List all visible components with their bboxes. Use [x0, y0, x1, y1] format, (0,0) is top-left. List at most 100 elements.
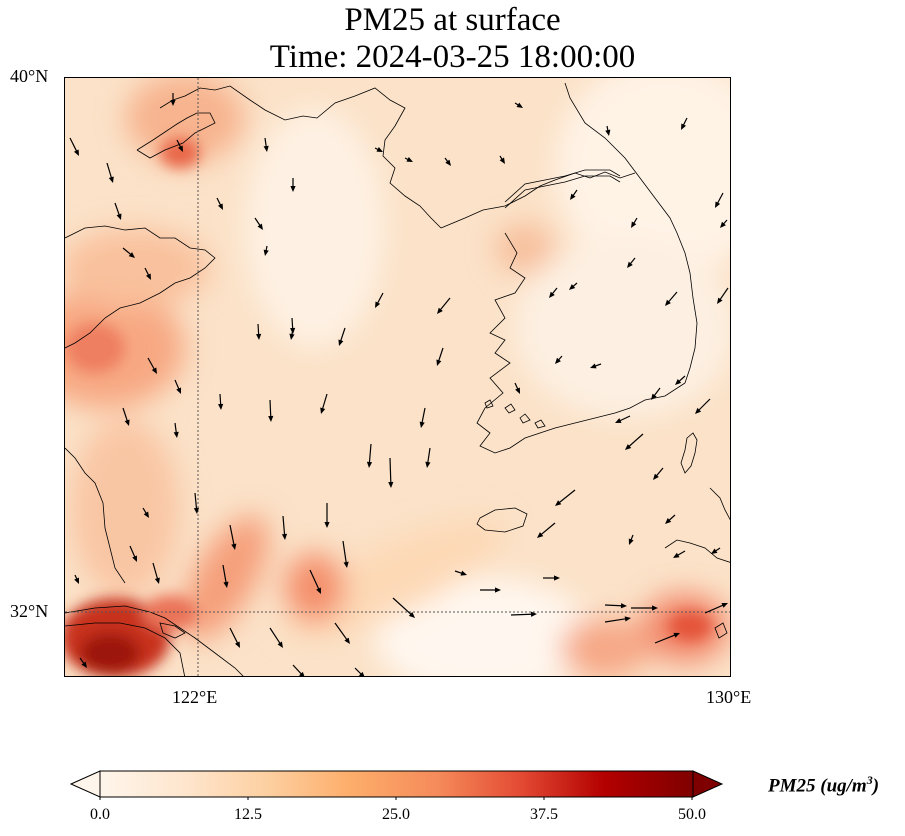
wind-arrow-head: [624, 616, 631, 622]
wind-arrow-head: [590, 363, 597, 369]
hotspot-river-mouth: [142, 595, 198, 631]
wind-arrow-head: [257, 223, 263, 230]
wind-arrow-head: [436, 359, 442, 366]
wind-arrow-head: [343, 561, 349, 568]
colorbar-label: PM25 (ug/m3): [768, 773, 879, 797]
wind-arrow-head: [256, 333, 262, 340]
wind-arrow-head: [653, 473, 659, 480]
wind-arrow-head: [177, 145, 183, 152]
high-pm-west-korea: [495, 223, 555, 273]
wind-arrow-head: [358, 671, 365, 676]
wind-arrow-shaft: [510, 613, 535, 616]
wind-arrow-head: [320, 407, 326, 414]
coast-kyushu: [664, 487, 730, 639]
wind-arrow-head: [108, 176, 114, 183]
lat-label-32n: 32°N: [10, 601, 49, 621]
wind-arrow-head: [263, 145, 269, 152]
high-pm-sea-patch: [285, 553, 345, 623]
wind-arrow-shaft: [392, 597, 414, 617]
wind-arrow-head: [344, 637, 350, 644]
wind-arrow-head: [419, 421, 425, 428]
wind-arrow-shaft: [389, 457, 392, 486]
low-pm-south: [375, 578, 595, 676]
wind-arrow-head: [124, 419, 130, 426]
wind-arrow-shaft: [222, 564, 228, 586]
wind-arrow-shaft: [556, 489, 576, 505]
wind-arrow-head: [366, 461, 373, 468]
wind-arrow-head: [445, 159, 451, 166]
coast-korea-bay: [440, 171, 636, 229]
wind-arrow-head: [673, 552, 680, 558]
colorbar-under-arrow: [70, 770, 101, 798]
colorbar-tick-1: 12.5: [234, 806, 262, 823]
hotspot-kyushu-core: [668, 611, 712, 641]
wind-arrow-head: [627, 261, 633, 268]
wind-arrow-shaft: [696, 398, 711, 413]
wind-arrow-shaft: [342, 540, 348, 566]
title-line-2: Time: 2024-03-25 18:00:00: [269, 39, 636, 75]
wind-arrow-shaft: [538, 522, 556, 537]
wind-arrow-head: [665, 518, 672, 524]
high-pm-jiangsu: [70, 418, 180, 598]
wind-arrow-head: [549, 291, 555, 298]
lon-label-122e: 122°E: [172, 687, 218, 707]
colorbar: [70, 770, 724, 800]
colorbar-gradient: [99, 770, 694, 798]
wind-arrow-head: [460, 570, 467, 576]
colorbar-tick-3: 37.5: [530, 806, 558, 823]
wind-arrow-shaft: [229, 627, 240, 646]
wind-arrow-head: [132, 555, 137, 562]
wind-arrow-head: [406, 156, 413, 162]
wind-vectors: [69, 93, 729, 676]
low-pm-yellow-sea: [245, 108, 385, 348]
wind-arrow-head: [605, 129, 611, 136]
title-line-1: PM25 at surface: [344, 2, 561, 38]
wind-arrow-head: [516, 102, 523, 108]
wind-arrow-head: [695, 407, 702, 414]
wind-arrow-head: [151, 367, 157, 374]
wind-arrow-head: [625, 444, 632, 450]
colorbar-ticks: [99, 797, 693, 800]
coast-tsushima: [680, 432, 698, 474]
wind-arrow-head: [231, 543, 237, 550]
wind-arrow-shaft: [368, 443, 372, 466]
colorbar-tick-4: 50.0: [678, 806, 706, 823]
wind-arrow-head: [143, 511, 149, 518]
wind-arrow-head: [717, 297, 723, 304]
wind-arrow-head: [316, 587, 321, 594]
wind-arrow-head: [299, 671, 305, 676]
wind-arrow-head: [499, 157, 505, 164]
colorbar-label-text: PM25 (ug/m: [768, 775, 867, 797]
wind-arrow-head: [673, 632, 680, 638]
wind-arrow-head: [154, 577, 160, 584]
lon-label-130e: 130°E: [706, 687, 752, 707]
colorbar-label-sup: 3: [866, 773, 873, 787]
coast-chongming: [159, 622, 186, 639]
wind-arrow-head: [290, 186, 296, 192]
wind-arrow-shaft: [604, 604, 625, 607]
wind-arrow-head: [223, 581, 229, 588]
wind-arrow-shaft: [269, 627, 282, 646]
wind-arrow-head: [554, 575, 560, 581]
wind-arrow-head: [631, 221, 637, 228]
hotspot-shanghai-core: [80, 633, 140, 673]
colorbar-label-close: ): [872, 775, 880, 797]
wind-arrow-head: [652, 605, 658, 611]
wind-arrow-head: [555, 357, 561, 364]
wind-arrow-head: [376, 146, 383, 152]
coast-liaodong-tip: [136, 112, 216, 159]
coast-shandong: [65, 225, 216, 349]
wind-arrow-head: [675, 379, 682, 385]
pm25-hotspots: [65, 138, 712, 676]
high-pm-bohai-south: [65, 228, 210, 308]
wind-arrow-head: [681, 123, 687, 130]
wind-arrow-head: [665, 299, 671, 306]
coast-korea-west: [476, 232, 686, 454]
wind-arrow-head: [170, 100, 176, 106]
map-panel[interactable]: [64, 77, 731, 677]
wind-arrow-head: [176, 387, 182, 394]
wind-arrow-head: [116, 213, 122, 220]
wind-arrow-head: [711, 548, 718, 554]
wind-arrow-shaft: [309, 569, 321, 592]
coast-border-river-2: [504, 169, 621, 203]
